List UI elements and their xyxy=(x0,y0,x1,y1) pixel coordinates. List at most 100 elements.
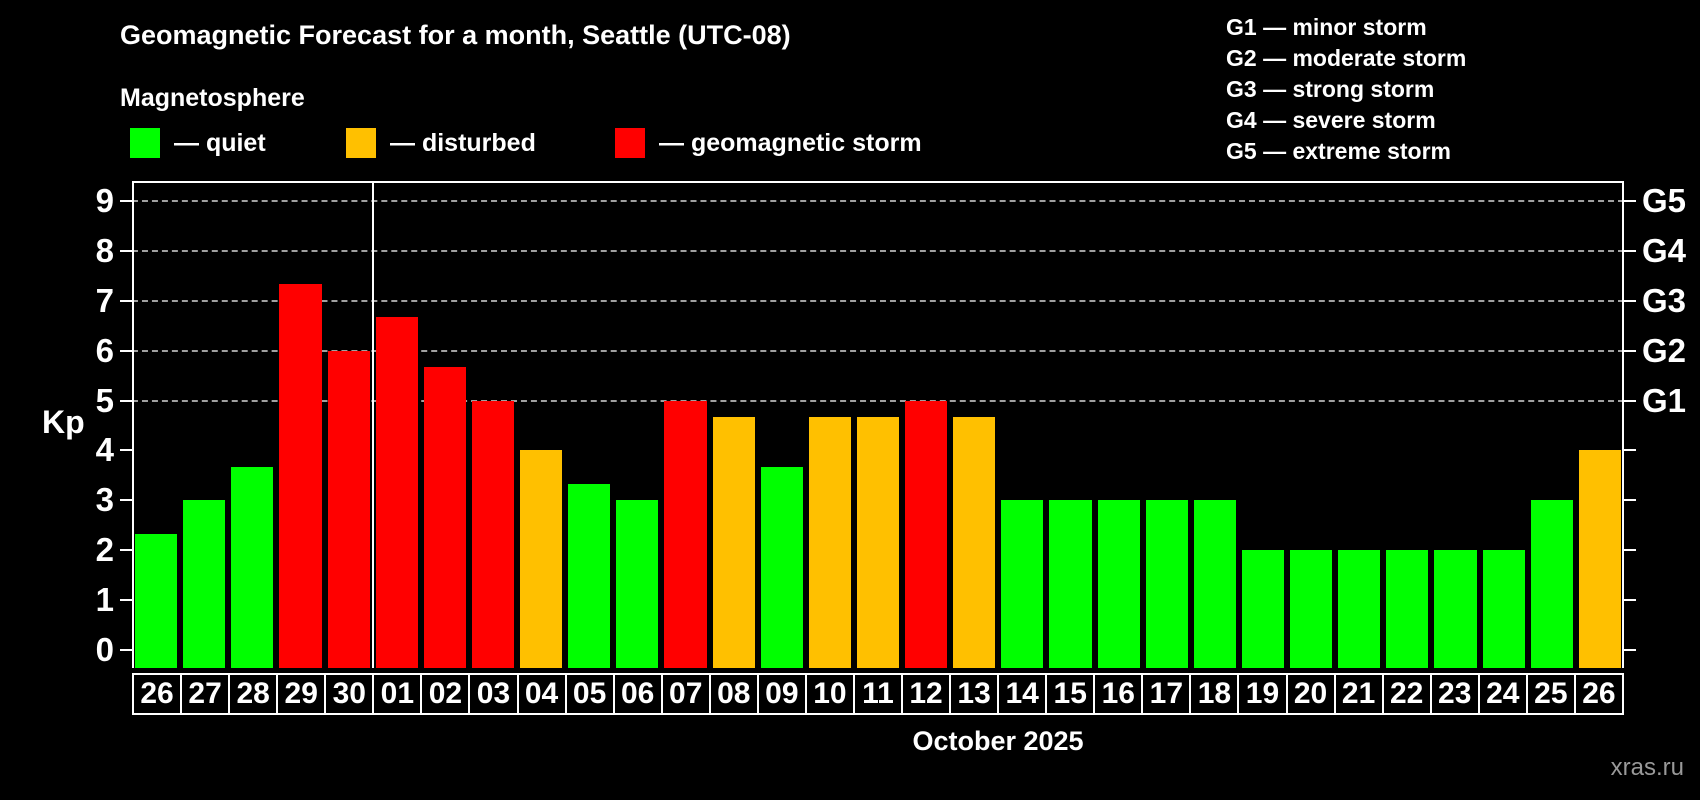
kp-bar-14 xyxy=(1001,500,1044,668)
date-cell-6: 02 xyxy=(420,673,471,715)
date-cell-13: 09 xyxy=(756,673,807,715)
kp-bar-19 xyxy=(1241,550,1285,668)
kp-bar-12 xyxy=(905,400,948,668)
date-cell-9: 05 xyxy=(564,673,615,715)
date-cell-17: 13 xyxy=(949,673,1000,715)
y-tick-right-4 xyxy=(1624,449,1636,452)
kp-bar-17 xyxy=(1145,500,1188,668)
y-tick-label-6: 6 xyxy=(95,331,114,369)
kp-bar-20 xyxy=(1290,550,1333,668)
date-cell-16: 12 xyxy=(901,673,952,715)
legend-item-storm: — geomagnetic storm xyxy=(615,128,922,158)
date-cell-0: 26 xyxy=(132,673,183,715)
kp-bar-28 xyxy=(231,466,274,668)
y-tick-left-3 xyxy=(120,499,132,502)
y-tick-label-2: 2 xyxy=(95,531,114,569)
date-cell-15: 11 xyxy=(852,673,903,715)
g-level-label-G5: G5 xyxy=(1642,182,1687,219)
frame-left xyxy=(132,181,134,668)
legend-label-quiet: — quiet xyxy=(174,128,266,157)
kp-bar-26 xyxy=(135,533,178,668)
y-tick-left-2 xyxy=(120,549,132,552)
date-cell-14: 10 xyxy=(804,673,855,715)
kp-bar-16 xyxy=(1097,500,1140,668)
y-tick-label-8: 8 xyxy=(95,231,114,269)
y-tick-left-4 xyxy=(120,449,132,452)
kp-bar-05 xyxy=(568,483,611,668)
y-tick-right-0 xyxy=(1624,649,1636,651)
date-cell-19: 15 xyxy=(1045,673,1096,715)
watermark: xras.ru xyxy=(1610,754,1684,781)
kp-bar-10 xyxy=(808,417,851,668)
g-level-label-G3: G3 xyxy=(1642,281,1687,319)
kp-bar-24 xyxy=(1482,550,1525,668)
y-tick-right-7 xyxy=(1624,299,1636,302)
frame-top xyxy=(132,181,1624,183)
y-tick-label-3: 3 xyxy=(95,481,114,519)
y-tick-left-0 xyxy=(120,649,132,651)
g-level-label-G4: G4 xyxy=(1642,231,1687,269)
date-cell-27: 23 xyxy=(1429,673,1480,715)
month-separator-line xyxy=(371,181,374,668)
date-cell-11: 07 xyxy=(660,673,711,715)
kp-bar-22 xyxy=(1386,550,1429,668)
storm-scale-line-4: G4 — severe storm xyxy=(1226,107,1436,133)
y-tick-label-7: 7 xyxy=(95,281,114,319)
y-tick-left-9 xyxy=(120,199,132,202)
storm-scale-legend: G1 — minor storm G2 — moderate storm G3 — … xyxy=(1226,12,1466,167)
kp-bar-18 xyxy=(1193,500,1236,668)
date-cell-2: 28 xyxy=(228,673,279,715)
kp-bar-23 xyxy=(1434,550,1477,668)
month-label: October 2025 xyxy=(912,726,1084,756)
y-tick-right-2 xyxy=(1624,549,1636,552)
date-cell-12: 08 xyxy=(708,673,759,715)
y-tick-label-9: 9 xyxy=(95,182,114,219)
legend-label-disturbed: — disturbed xyxy=(390,128,536,157)
kp-bar-21 xyxy=(1338,550,1381,668)
g-level-label-G1: G1 xyxy=(1642,381,1687,419)
kp-bar-09 xyxy=(760,466,803,668)
y-tick-left-1 xyxy=(120,599,132,602)
gridline-kp6 xyxy=(132,349,1624,352)
date-cell-28: 24 xyxy=(1477,673,1528,715)
date-cell-29: 25 xyxy=(1525,673,1576,715)
y-tick-label-1: 1 xyxy=(95,581,114,619)
legend-label-storm: — geomagnetic storm xyxy=(659,128,922,157)
y-tick-right-1 xyxy=(1624,599,1636,602)
date-cell-22: 18 xyxy=(1189,673,1240,715)
y-tick-label-4: 4 xyxy=(95,431,114,469)
date-cell-21: 17 xyxy=(1141,673,1192,715)
kp-bar-25 xyxy=(1530,500,1573,668)
kp-bar-04 xyxy=(520,450,563,668)
kp-bar-26 xyxy=(1578,450,1621,668)
y-tick-right-3 xyxy=(1624,499,1636,502)
legend-swatch-quiet xyxy=(130,128,160,158)
date-axis-row: 26 27 28 29 30 01 02 03 04 05 06 07 08 09 10 11 12 13 14 15… xyxy=(132,673,1624,715)
storm-scale-line-5: G5 — extreme storm xyxy=(1226,138,1451,164)
y-tick-left-5 xyxy=(120,399,132,402)
kp-bar-30 xyxy=(327,350,370,668)
magnetosphere-legend: — quiet — disturbed — geomagnetic storm xyxy=(130,128,1030,164)
kp-bar-13 xyxy=(953,417,996,668)
kp-bar-29 xyxy=(279,284,322,668)
magnetosphere-subtitle: Magnetosphere xyxy=(120,84,305,112)
date-cell-1: 27 xyxy=(180,673,231,715)
date-cell-20: 16 xyxy=(1093,673,1144,715)
y-tick-right-5 xyxy=(1624,399,1636,402)
storm-scale-line-1: G1 — minor storm xyxy=(1226,14,1427,40)
date-cell-23: 19 xyxy=(1237,673,1288,715)
legend-item-disturbed: — disturbed xyxy=(346,128,536,158)
kp-bar-02 xyxy=(423,367,466,668)
y-tick-label-0: 0 xyxy=(95,631,114,668)
date-cell-24: 20 xyxy=(1285,673,1336,715)
kp-bar-06 xyxy=(616,500,659,668)
date-cell-5: 01 xyxy=(372,673,423,715)
gridline-kp8 xyxy=(132,249,1624,252)
legend-item-quiet: — quiet xyxy=(130,128,266,158)
gridline-kp7 xyxy=(132,299,1624,302)
kp-axis-label: Kp xyxy=(42,404,85,440)
date-cell-4: 30 xyxy=(324,673,375,715)
date-cell-10: 06 xyxy=(612,673,663,715)
kp-bar-01 xyxy=(375,317,418,668)
